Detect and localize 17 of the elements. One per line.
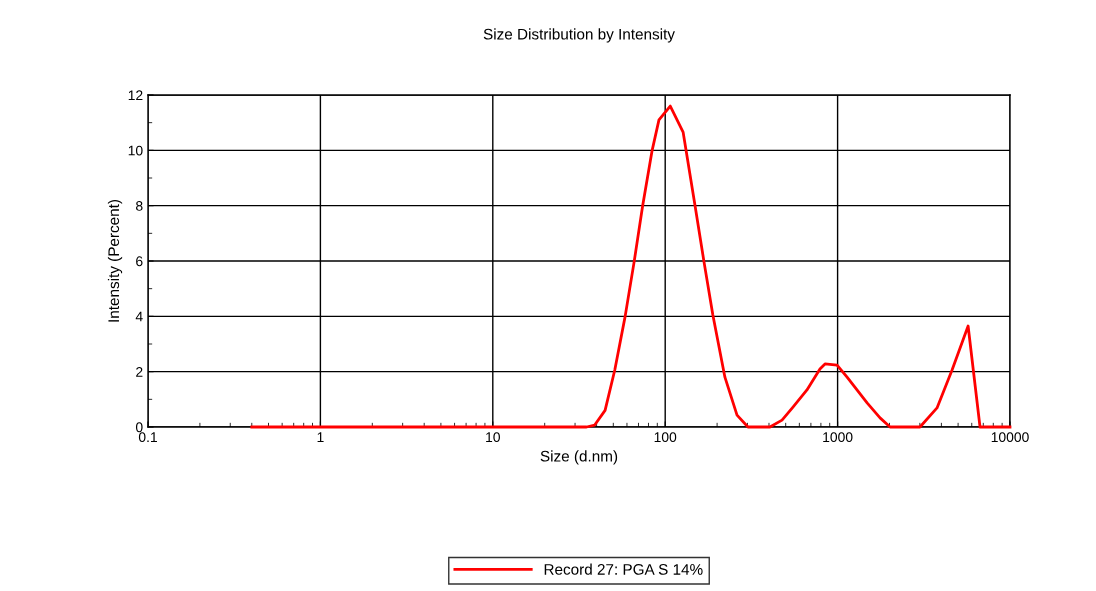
legend-label: Record 27: PGA S 14% (544, 563, 703, 575)
x-tick-label: 0.1 (138, 432, 157, 443)
chart-title: Size Distribution by Intensity (483, 28, 675, 43)
x-tick-label: 1000 (823, 432, 853, 443)
x-axis-title: Size (d.nm) (540, 450, 618, 465)
y-tick-label: 0 (135, 422, 143, 433)
y-tick-label: 8 (136, 201, 143, 211)
x-tick-label: 100 (654, 432, 677, 443)
y-tick-label: 12 (128, 90, 143, 101)
y-axis-title: Intensity (Percent) (107, 199, 123, 322)
x-tick-label: 10 (486, 432, 500, 443)
y-tick-label: 6 (136, 256, 143, 267)
y-tick-label: 4 (135, 311, 143, 322)
x-tick-label: 10000 (991, 432, 1029, 443)
y-tick-label: 2 (136, 367, 143, 377)
y-tick-label: 10 (128, 145, 143, 156)
x-tick-label: 1 (317, 432, 324, 442)
